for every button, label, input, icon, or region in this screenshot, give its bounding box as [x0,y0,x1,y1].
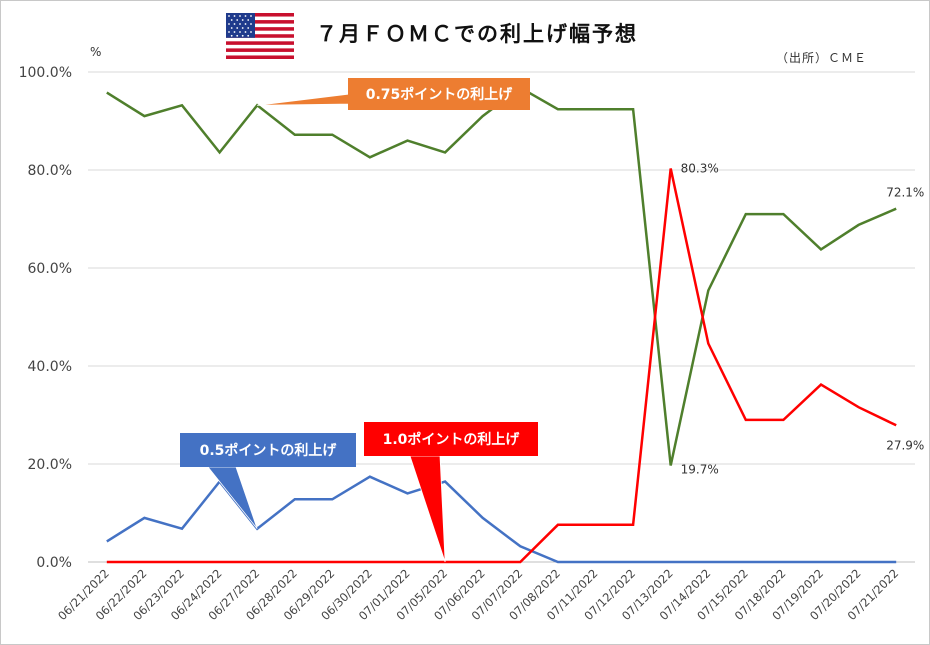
y-axis-unit: % [90,45,102,59]
us-flag-icon [226,13,294,59]
y-tick-label: 20.0% [28,457,72,473]
callout-10-label: 1.0ポイントの利上げ [383,431,521,448]
callout-05-box [180,433,356,467]
y-tick-label: 0.0% [36,555,72,571]
series-line-075 [106,86,897,466]
y-tick-label: 40.0% [28,359,72,375]
callout-05-label: 0.5ポイントの利上げ [200,442,338,459]
callout-075-pointer [257,93,351,106]
callout-075-box [348,78,530,110]
series-line-05 [106,475,897,564]
chart-title: ７月ＦＯＭＣでの利上げ幅予想 [316,22,638,46]
callout-075-label: 0.75ポイントの利上げ [366,86,514,103]
callout-10-pointer [409,455,446,563]
data-label: 80.3% [681,162,719,176]
y-tick-label: 100.0% [19,65,72,81]
series-line-10 [106,168,897,564]
callout-10-box [364,422,538,456]
y-tick-label: 80.0% [28,163,72,179]
data-label: 19.7% [681,462,719,476]
callout-05-pointer [207,466,258,529]
data-label: 27.9% [886,438,924,452]
y-tick-label: 60.0% [28,261,72,277]
data-label: 72.1% [886,186,924,200]
source-note: （出所）ＣＭＥ [776,51,868,65]
